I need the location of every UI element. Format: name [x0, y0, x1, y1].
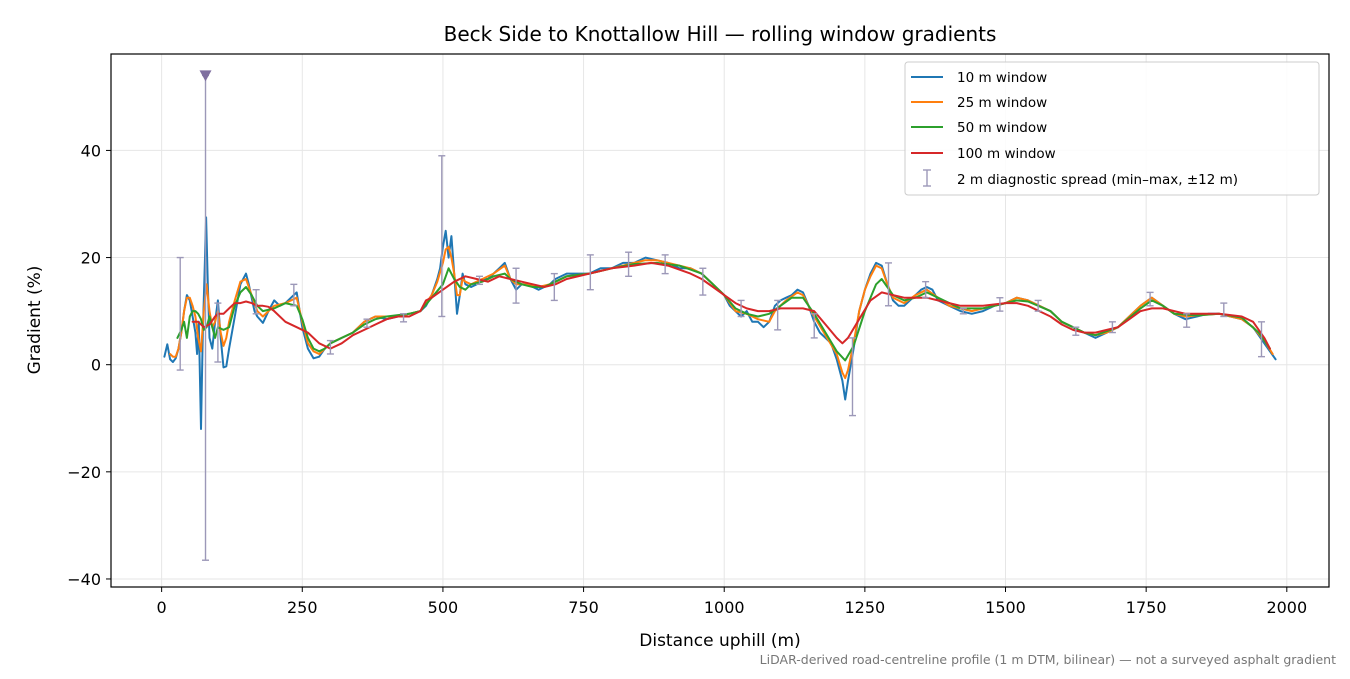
diagnostic-errorbar: [326, 339, 334, 355]
legend-label-diagnostic: 2 m diagnostic spread (min–max, ±12 m): [957, 172, 1238, 188]
diagnostic-errorbar: [176, 256, 184, 371]
series-line-25-m-window: [169, 245, 1274, 380]
legend: 10 m window 25 m window 50 m window 100 …: [904, 61, 1320, 196]
series-layer: [163, 216, 1277, 430]
x-tick-label: 0: [157, 598, 167, 617]
diagnostic-errorbar: [959, 307, 967, 315]
legend-swatch-diagnostic: [923, 169, 931, 187]
diagnostic-errorbar: [363, 318, 371, 328]
diagnostic-errorbar: [810, 313, 818, 339]
chart-title: Beck Side to Knottallow Hill — rolling w…: [444, 22, 997, 46]
diagnostic-errorbar: [625, 251, 633, 278]
y-tick-label: 40: [81, 141, 101, 160]
diagnostic-errorbar: [737, 299, 745, 318]
diagnostic-errorbar: [252, 288, 260, 315]
diagnostic-errorbar: [884, 262, 892, 307]
diagnostic-errorbar: [1108, 321, 1116, 334]
series-line-10-m-window: [163, 216, 1277, 430]
x-tick-label: 1750: [1126, 598, 1167, 617]
diagnostic-errorbar: [1257, 321, 1265, 358]
y-tick-label: −40: [67, 570, 101, 589]
series-line-100-m-window: [191, 261, 1271, 350]
diagnostic-errorbar: [550, 272, 558, 302]
y-tick-label: −20: [67, 463, 101, 482]
diagnostic-errorbar: [699, 267, 707, 296]
diagnostic-errorbar: [586, 254, 594, 291]
plot-frame: [110, 53, 1330, 588]
x-tick-label: 2000: [1266, 598, 1307, 617]
diagnostic-errorbar: [1183, 313, 1191, 328]
diagnostic-errorbar: [400, 313, 408, 323]
series-line-50-m-window: [176, 261, 1271, 362]
diagnostic-errorbar: [512, 267, 520, 304]
diagnostic-errorbar: [1146, 291, 1154, 307]
diagnostic-errorbar: [774, 299, 782, 331]
footnote: LiDAR-derived road-centreline profile (1…: [760, 652, 1336, 667]
diagnostic-errorbar: [1072, 326, 1080, 336]
errorbar-layer: [176, 70, 1265, 561]
diagnostic-errorbar: [438, 155, 446, 318]
diagnostic-errorbar: [214, 302, 222, 363]
legend-label-50m: 50 m window: [957, 120, 1047, 136]
diagnostic-errorbar: [661, 254, 669, 275]
legend-label-10m: 10 m window: [957, 70, 1047, 86]
y-tick-label: 0: [91, 356, 101, 375]
legend-label-100m: 100 m window: [957, 146, 1056, 162]
diagnostic-errorbar: [290, 283, 298, 307]
x-tick-label: 750: [568, 598, 599, 617]
x-tick-label: 1000: [704, 598, 745, 617]
x-tick-label: 250: [287, 598, 318, 617]
y-axis-title: Gradient (%): [25, 266, 45, 375]
legend-box: [904, 61, 1320, 196]
legend-label-25m: 25 m window: [957, 95, 1047, 111]
x-axis-title: Distance uphill (m): [639, 631, 800, 651]
x-tick-label: 500: [428, 598, 459, 617]
x-tick-label: 1250: [845, 598, 886, 617]
y-tick-label: 20: [81, 249, 101, 268]
tick-layer: 0 250 500 750 1000 1250 1500 1750 2000 −40 −20 0 20 4…: [67, 141, 1307, 617]
x-tick-label: 1500: [985, 598, 1026, 617]
diagnostic-errorbar: [1220, 302, 1228, 318]
diagnostic-errorbar: [475, 275, 483, 286]
diagnostic-errorbar: [1034, 299, 1042, 312]
clipped-value-marker: [199, 70, 212, 82]
diagnostic-errorbar: [848, 337, 856, 417]
diagnostic-errorbar: [922, 280, 930, 299]
diagnostic-errorbar: [996, 297, 1004, 312]
